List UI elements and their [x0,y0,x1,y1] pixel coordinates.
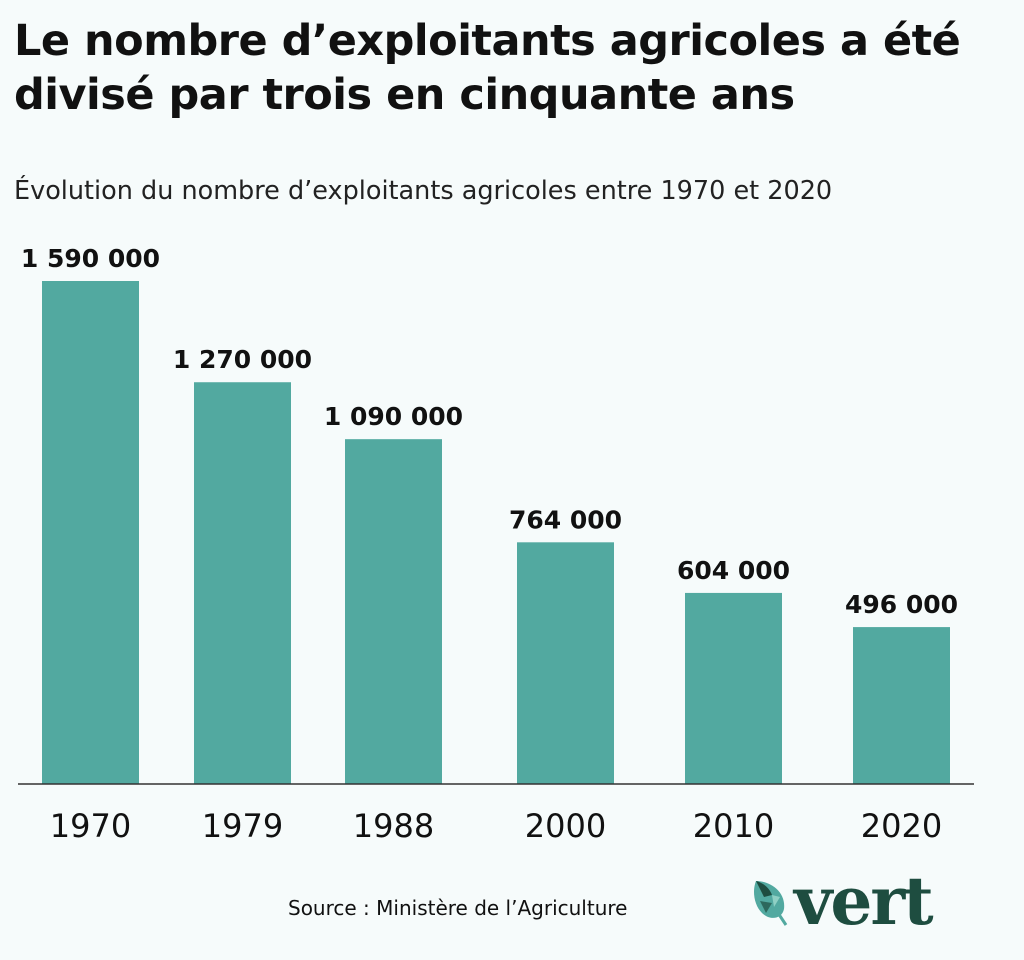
data-label: 1 090 000 [324,402,463,431]
bar-1988 [345,439,442,784]
bar-2020 [853,627,950,784]
x-tick-label: 2000 [525,807,606,845]
page-title: Le nombre d’exploitants agricoles a été … [14,16,961,120]
bar-2000 [517,542,614,784]
data-label: 1 590 000 [21,244,160,273]
bar-1979 [194,382,291,784]
x-tick-label: 2010 [693,807,774,845]
vert-logo: vert [750,862,934,940]
x-tick-label: 2020 [861,807,942,845]
bar-chart: 1 590 000 1970 1 270 000 1979 1 090 000 1988 7… [18,244,974,845]
x-tick-label: 1979 [202,807,283,845]
source-note: Source : Ministère de l’Agriculture [288,896,628,920]
chart-subtitle: Évolution du nombre d’exploitants agrico… [14,176,833,206]
bar-2010 [685,592,782,784]
leaf-icon [754,881,788,926]
x-tick-label: 1988 [353,807,434,845]
data-label: 1 270 000 [173,345,312,374]
bar-1970 [42,281,139,784]
x-tick-label: 1970 [50,807,131,845]
logo-text: vert [794,862,934,940]
data-label: 496 000 [845,590,958,619]
data-label: 604 000 [677,556,790,585]
data-label: 764 000 [509,505,622,534]
